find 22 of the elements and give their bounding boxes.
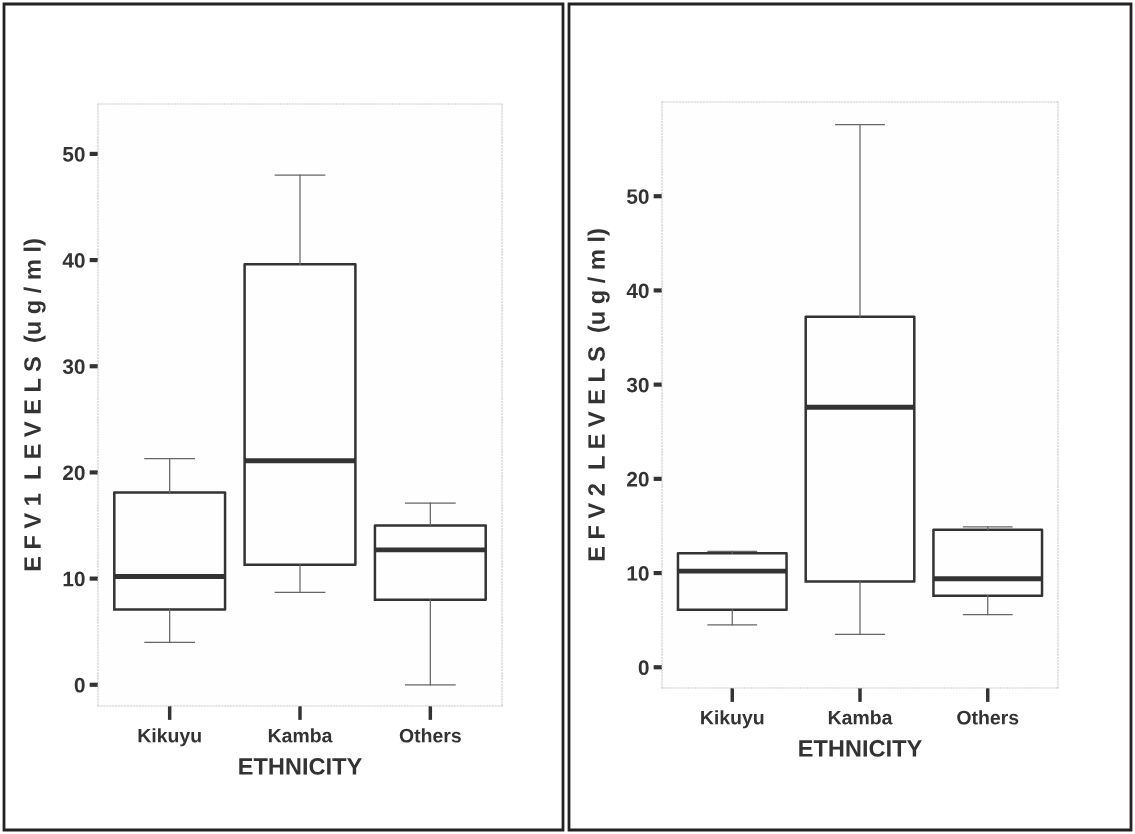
y-axis-title: E F V 2 L E V E L S (u g / m l) xyxy=(587,229,610,561)
y-tick-label: 10 xyxy=(627,566,649,581)
y-tick-label: 20 xyxy=(63,465,85,481)
x-tick-label: Others xyxy=(957,710,1019,725)
y-tick-label: 0 xyxy=(74,677,85,693)
y-tick-label: 40 xyxy=(62,253,85,268)
y-tick-label: 30 xyxy=(62,359,85,375)
x-tick-label: Kamba xyxy=(828,710,893,725)
y-tick-label: 0 xyxy=(638,660,649,676)
x-tick-label: Kamba xyxy=(268,728,333,743)
y-tick-label: 10 xyxy=(63,571,85,587)
x-tick-label: Others xyxy=(399,728,461,743)
x-tick-label: Kikuyu xyxy=(138,728,201,747)
y-tick-label: 40 xyxy=(626,283,649,299)
x-tick-label: Kikuyu xyxy=(701,710,764,729)
y-tick-label: 50 xyxy=(626,189,649,204)
x-axis-title: ETHNICITY xyxy=(239,758,362,775)
y-tick-label: 20 xyxy=(627,471,649,487)
x-axis-title: ETHNICITY xyxy=(799,740,922,757)
y-tick-label: 50 xyxy=(62,146,85,162)
y-axis-title: E F V 1 L E V E L S (u g / m l) xyxy=(23,239,46,571)
y-tick-label: 30 xyxy=(626,377,649,393)
